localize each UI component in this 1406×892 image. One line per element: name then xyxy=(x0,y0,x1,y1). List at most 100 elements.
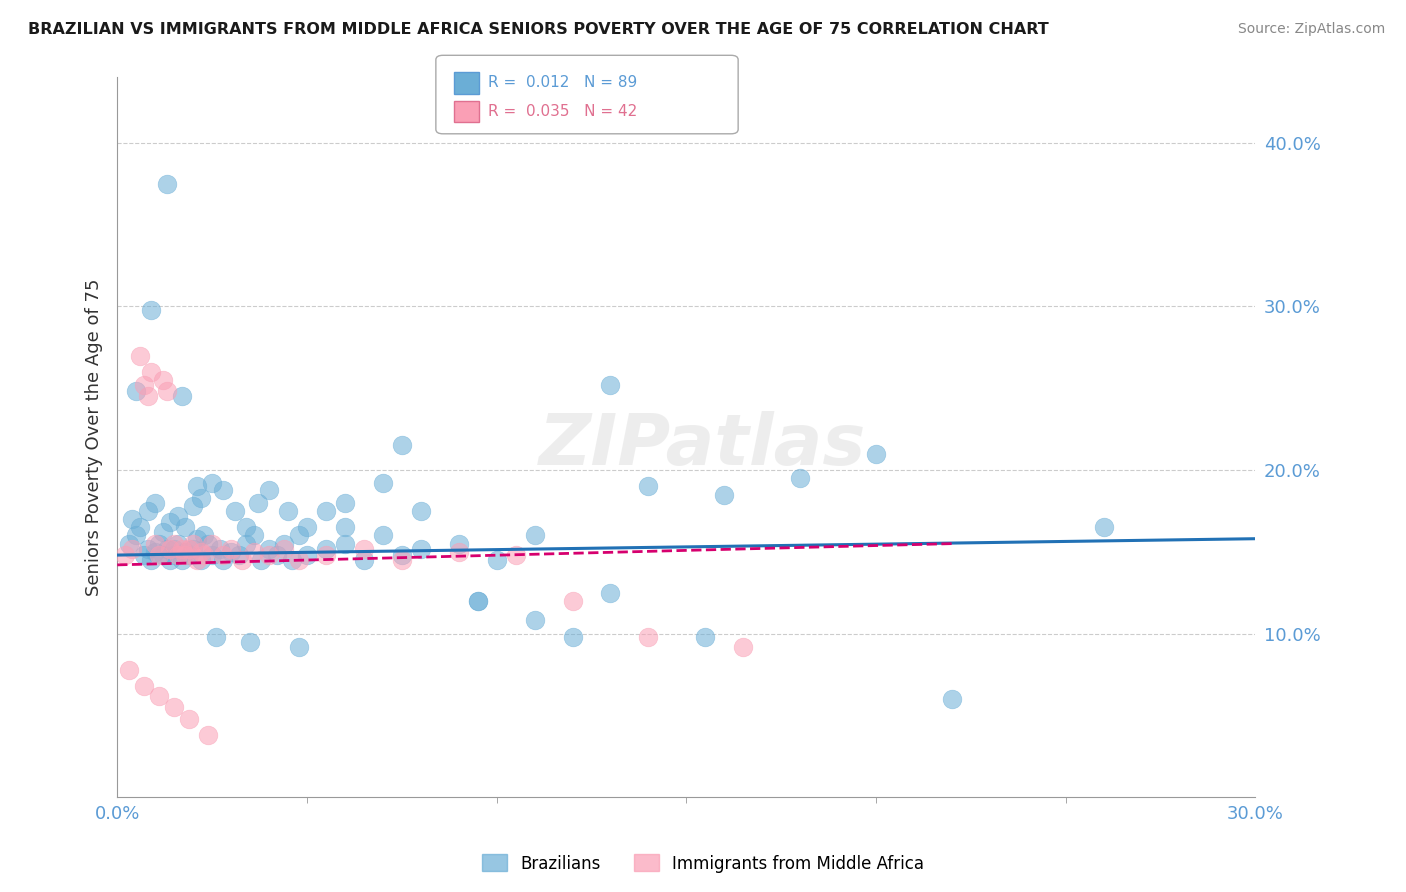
Point xyxy=(288,640,311,654)
Point xyxy=(201,536,224,550)
Point xyxy=(136,504,159,518)
Point xyxy=(117,536,139,550)
Y-axis label: Seniors Poverty Over the Age of 75: Seniors Poverty Over the Age of 75 xyxy=(86,278,103,596)
Point xyxy=(121,512,143,526)
Point xyxy=(167,508,190,523)
Point xyxy=(505,548,527,562)
Point xyxy=(257,548,280,562)
Point xyxy=(333,536,356,550)
Point xyxy=(179,712,201,726)
Point xyxy=(117,663,139,677)
Point xyxy=(266,548,288,562)
Point xyxy=(136,389,159,403)
Point xyxy=(637,479,659,493)
Point xyxy=(132,378,155,392)
Point xyxy=(174,548,197,562)
Point xyxy=(219,545,242,559)
Point xyxy=(114,548,136,562)
Text: R =  0.035   N = 42: R = 0.035 N = 42 xyxy=(488,104,637,119)
Point xyxy=(713,487,735,501)
Point xyxy=(197,728,219,742)
Point xyxy=(179,541,201,556)
Point xyxy=(447,536,470,550)
Point xyxy=(179,548,201,562)
Point xyxy=(148,536,170,550)
Point xyxy=(186,479,208,493)
Point xyxy=(599,378,621,392)
Point xyxy=(129,520,152,534)
Point xyxy=(295,548,318,562)
Point xyxy=(143,536,166,550)
Point xyxy=(467,594,489,608)
Point xyxy=(409,541,432,556)
Point xyxy=(186,532,208,546)
Point xyxy=(333,520,356,534)
Point xyxy=(186,553,208,567)
Point xyxy=(129,349,152,363)
Point xyxy=(167,548,190,562)
Point xyxy=(231,553,253,567)
Point xyxy=(280,553,302,567)
Point xyxy=(132,548,155,562)
Point xyxy=(174,520,197,534)
Text: R =  0.012   N = 89: R = 0.012 N = 89 xyxy=(488,76,637,90)
Point xyxy=(391,438,413,452)
Point xyxy=(141,302,163,317)
Point xyxy=(219,541,242,556)
Point xyxy=(159,541,181,556)
Point xyxy=(121,541,143,556)
Point xyxy=(148,548,170,562)
Point xyxy=(212,548,235,562)
Point xyxy=(561,630,583,644)
Legend: Brazilians, Immigrants from Middle Africa: Brazilians, Immigrants from Middle Afric… xyxy=(475,847,931,880)
Point xyxy=(467,594,489,608)
Point xyxy=(155,541,177,556)
Point xyxy=(228,548,250,562)
Point xyxy=(170,541,193,556)
Point xyxy=(159,553,181,567)
Point xyxy=(190,553,212,567)
Point xyxy=(246,496,269,510)
Point xyxy=(132,679,155,693)
Point xyxy=(523,614,546,628)
Point xyxy=(163,536,186,550)
Point xyxy=(159,516,181,530)
Point xyxy=(288,528,311,542)
Point xyxy=(197,536,219,550)
Text: ZIPatlas: ZIPatlas xyxy=(540,411,866,481)
Point xyxy=(167,536,190,550)
Point xyxy=(273,536,295,550)
Point xyxy=(143,496,166,510)
Point xyxy=(174,545,197,559)
Point xyxy=(277,504,299,518)
Point xyxy=(181,499,204,513)
Point xyxy=(250,553,273,567)
Point xyxy=(288,553,311,567)
Point xyxy=(561,594,583,608)
Point xyxy=(637,630,659,644)
Point xyxy=(141,365,163,379)
Point xyxy=(141,553,163,567)
Point xyxy=(391,553,413,567)
Point xyxy=(295,520,318,534)
Point xyxy=(235,520,257,534)
Point xyxy=(224,504,246,518)
Point xyxy=(163,700,186,714)
Point xyxy=(148,689,170,703)
Point xyxy=(391,548,413,562)
Point xyxy=(371,528,394,542)
Point xyxy=(315,541,337,556)
Point xyxy=(257,541,280,556)
Point xyxy=(201,476,224,491)
Point xyxy=(125,528,148,542)
Point xyxy=(181,536,204,550)
Point xyxy=(371,476,394,491)
Point xyxy=(243,545,266,559)
Point xyxy=(155,177,177,191)
Point xyxy=(208,541,231,556)
Point xyxy=(333,496,356,510)
Point xyxy=(152,548,174,562)
Point xyxy=(239,634,262,648)
Point xyxy=(190,491,212,505)
Point xyxy=(152,373,174,387)
